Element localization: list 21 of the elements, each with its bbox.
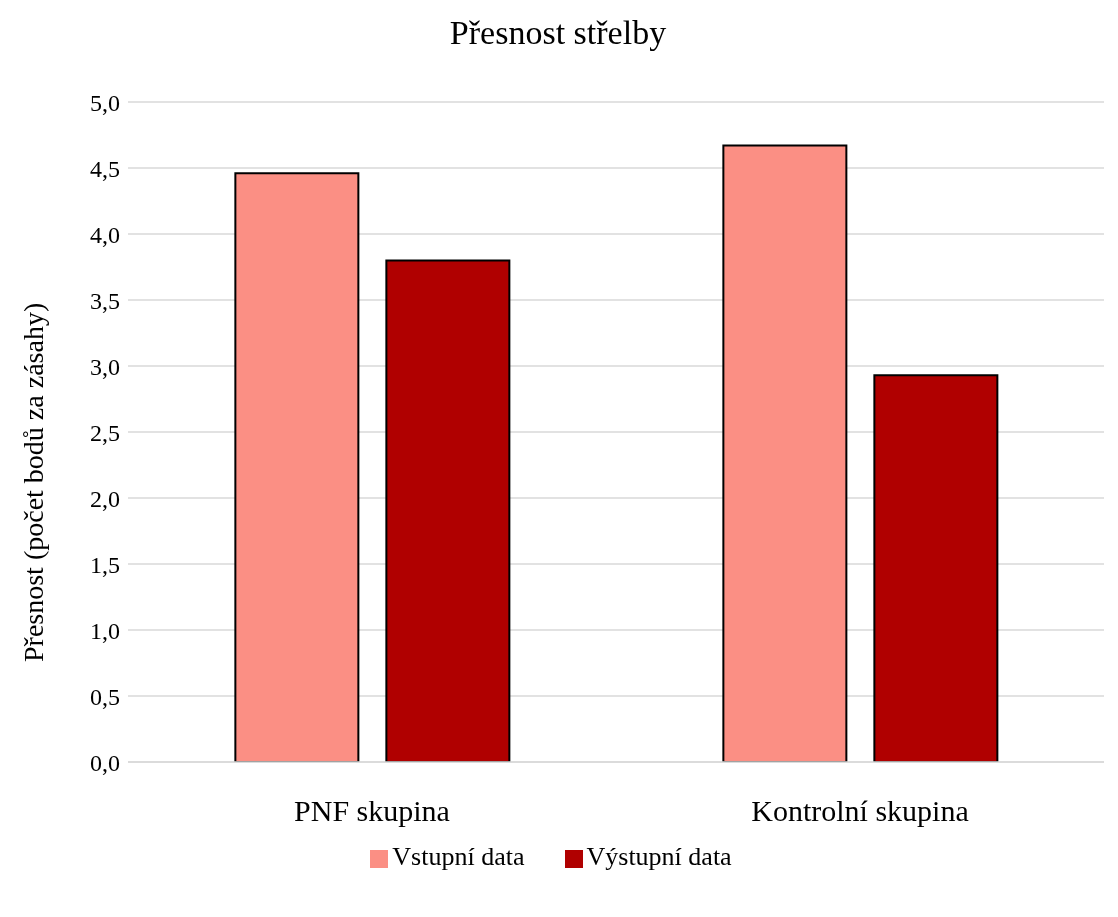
y-tick-label: 0,0	[90, 749, 120, 776]
y-tick-label: 3,5	[90, 287, 120, 314]
y-tick-label: 0,5	[90, 683, 120, 710]
bar	[722, 144, 848, 762]
legend-label: Vstupní data	[392, 842, 525, 871]
x-tick-label: Kontrolní skupina	[751, 794, 969, 828]
legend-label: Výstupní data	[586, 842, 732, 871]
x-tick-label: PNF skupina	[294, 794, 450, 828]
y-tick-label: 3,0	[90, 353, 120, 380]
y-tick-label: 5,0	[90, 89, 120, 116]
chart-title: Přesnost střelby	[448, 14, 668, 52]
y-axis-title: Přesnost (počet bodů za zásahy)	[17, 302, 49, 662]
y-tick-label: 2,0	[90, 485, 120, 512]
bar	[385, 259, 511, 762]
y-tick-label: 1,5	[90, 551, 120, 578]
y-tick-label: 4,0	[90, 221, 120, 248]
bar	[873, 374, 999, 762]
bar	[234, 172, 360, 762]
y-tick-label: 4,5	[90, 155, 120, 182]
y-tick-label: 2,5	[90, 419, 120, 446]
y-tick-label: 1,0	[90, 617, 120, 644]
